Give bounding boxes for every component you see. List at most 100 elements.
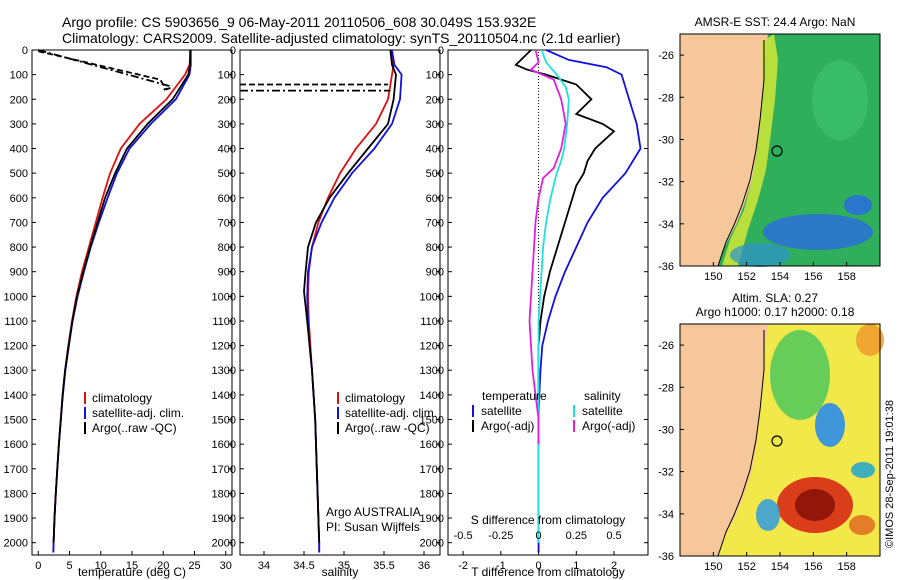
y-tick-label: 1300 [4,365,28,377]
y-tick-label: 300 [426,119,444,131]
sst-map-southern-cool [730,243,790,267]
s-difference-tick-label: 0.25 [566,530,587,542]
y-tick-label: 2000 [420,538,444,550]
temperature-panel: 0100200300400500600700800900100011001200… [4,45,233,579]
lat-tick-label: -34 [658,509,674,521]
series-salinity-satellite [537,49,570,543]
lon-tick-label: 156 [804,561,822,573]
legend-satellite-label: satellite-adj. clim. [345,406,437,420]
legend-s-satellite-label: satellite [582,404,623,418]
lon-tick-label: 150 [704,271,722,283]
y-tick-label: 500 [10,168,28,180]
y-tick-label: 1800 [420,488,444,500]
series-argo-raw-dash-dot [38,49,171,93]
sla-map-red-spot [849,515,875,535]
sst-map-cool-spot [844,195,872,215]
s-difference-tick-label: 0 [536,530,542,542]
x-tick-label: 35 [338,560,350,572]
x-tick-label: 0 [536,560,542,572]
y-tick-label: 1700 [212,464,236,476]
x-tick-label: 10 [95,560,107,572]
y-tick-label: 1900 [4,513,28,525]
x-tick-label: 34 [258,560,270,572]
sst-map-argo-location [771,145,783,157]
legend-t-satellite-label: satellite [481,404,522,418]
series-argo-raw-qc [303,49,397,543]
lat-tick-label: -36 [658,551,674,563]
x-tick-label: 1 [573,560,579,572]
s-difference-label: S difference from climatology [471,513,626,527]
sla-map-panel: Altim. SLA: 0.27 Argo h1000: 0.17 h2000:… [658,291,884,573]
y-tick-label: 600 [218,193,236,205]
sla-map-low-spot [851,462,875,478]
salinity-xlabel: salinity [322,565,359,579]
y-tick-label: 700 [218,217,236,229]
series-salinity-argo-adj [528,49,567,445]
legend-argo-label: Argo(..raw -QC) [92,421,177,435]
lat-tick-label: -30 [658,424,674,436]
y-tick-label: 700 [10,217,28,229]
y-tick-label: 400 [426,144,444,156]
y-tick-label: 1800 [4,488,28,500]
y-tick-label: 1500 [4,415,28,427]
x-tick-label: 0 [35,560,41,572]
sst-map-coastal-warm-band [722,34,778,266]
legend-climatology-label: climatology [345,391,405,405]
y-tick-label: 600 [426,193,444,205]
x-tick-label: 5 [66,560,72,572]
s-difference-tick-label: -0.25 [488,530,513,542]
legend-satellite-label: satellite-adj. clim. [92,406,184,420]
y-tick-label: 500 [426,168,444,180]
pi-note: PI: Susan Wijffels [326,520,420,534]
y-tick-label: 1400 [420,390,444,402]
lat-tick-label: -32 [658,177,674,189]
series-temperature-argo-adj [514,49,616,445]
y-tick-label: 1100 [4,316,28,328]
sla-map-blue-patch [756,499,780,531]
y-tick-label: 100 [10,70,28,82]
difference-panel: 0100200300400500600700800900100011001200… [420,45,649,579]
x-tick-label: 2 [611,560,617,572]
y-tick-label: 1000 [212,291,236,303]
y-tick-label: 1900 [212,513,236,525]
sla-map-argo-location [771,435,783,447]
series-satellite-adj-clim [52,50,192,553]
y-tick-label: 700 [426,217,444,229]
y-tick-label: 1300 [212,365,236,377]
sla-map-high-core [795,489,835,521]
lon-tick-label: 156 [804,271,822,283]
legend-climatology-label: climatology [92,391,152,405]
y-tick-label: 1700 [4,464,28,476]
s-difference-tick-label: -0.5 [454,530,473,542]
y-tick-label: 2000 [212,538,236,550]
y-tick-label: 1100 [420,316,444,328]
y-tick-label: 1200 [212,341,236,353]
lat-tick-label: -32 [658,467,674,479]
y-tick-label: 1400 [4,390,28,402]
y-tick-label: 1300 [420,365,444,377]
sst-map-coastline [717,40,765,267]
lon-tick-label: 152 [737,561,755,573]
y-tick-label: 1200 [420,341,444,353]
legend-argo-label: Argo(..raw -QC) [345,421,430,435]
climatology-title: Climatology: CARS2009. Satellite-adjuste… [62,30,621,46]
y-tick-label: 1500 [420,415,444,427]
sst-map-eddy [812,60,868,140]
series-temperature-satellite [537,49,642,553]
y-tick-label: 300 [10,119,28,131]
temperature-legend: climatology satellite-adj. clim. Argo(..… [84,391,184,435]
y-tick-label: 0 [230,45,236,57]
y-tick-label: 100 [218,70,236,82]
x-tick-label: -1 [496,560,506,572]
y-tick-label: 400 [218,144,236,156]
y-tick-label: 1600 [212,439,236,451]
imos-timestamp: ©IMOS 28-Sep-2011 19:01:38 [884,400,896,548]
lat-tick-label: -26 [658,50,674,62]
s-difference-tick-label: 0.5 [606,530,621,542]
y-tick-label: 1700 [420,464,444,476]
y-tick-label: 900 [10,267,28,279]
y-tick-label: 800 [218,242,236,254]
salinity-legend: climatology satellite-adj. clim. Argo(..… [337,391,437,435]
legend-temperature-title: temperature [482,389,547,403]
lat-tick-label: -34 [658,219,674,231]
